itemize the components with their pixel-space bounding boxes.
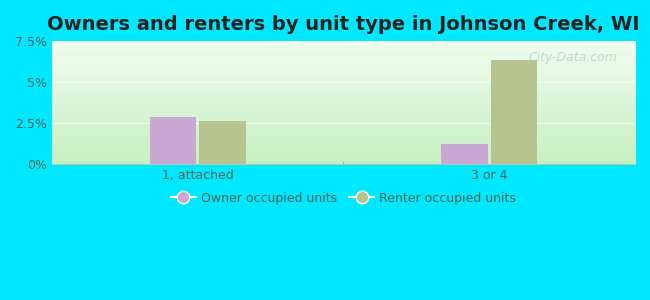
- Bar: [150, 117, 196, 164]
- Title: Owners and renters by unit type in Johnson Creek, WI: Owners and renters by unit type in Johns…: [47, 15, 640, 34]
- Bar: [491, 60, 538, 164]
- Bar: [441, 144, 488, 164]
- Text: City-Data.com: City-Data.com: [528, 51, 618, 64]
- Bar: [199, 121, 246, 164]
- Legend: Owner occupied units, Renter occupied units: Owner occupied units, Renter occupied un…: [166, 187, 521, 210]
